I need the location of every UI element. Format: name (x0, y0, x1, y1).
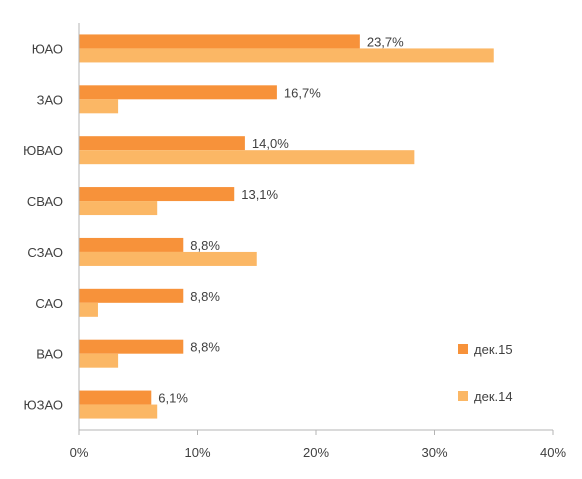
data-label-7: 6,1% (158, 391, 188, 406)
bar-dec15-4 (79, 237, 184, 252)
bar-dec15-6 (79, 339, 184, 354)
x-tick-label-1: 10% (184, 445, 210, 460)
category-label-4: СЗАО (27, 245, 63, 260)
bar-dec15-7 (79, 390, 152, 405)
bar-dec14-1 (79, 99, 119, 114)
bar-dec14-7 (79, 404, 158, 419)
bar-dec14-6 (79, 353, 119, 368)
legend-swatch-dec15 (458, 344, 468, 354)
x-axis-ticks: 0% 10% 20% 30% 40% (70, 430, 566, 460)
bar-dec14-4 (79, 251, 257, 266)
bar-dec15-1 (79, 85, 277, 100)
bar-dec14-0 (79, 48, 494, 63)
category-label-1: ЗАО (37, 92, 63, 107)
bar-dec15-5 (79, 288, 184, 303)
x-tick-label-0: 0% (70, 445, 89, 460)
bar-dec14-3 (79, 201, 158, 216)
category-label-0: ЮАО (32, 41, 63, 56)
data-label-0: 23,7% (367, 34, 404, 49)
legend-label-dec14: дек.14 (474, 389, 513, 404)
data-labels-group: 23,7% 16,7% 14,0% 13,1% 8,8% 8,8% 8,8% 6,1% (158, 34, 404, 405)
bar-dec15-2 (79, 136, 245, 151)
bar-dec14-2 (79, 150, 415, 165)
bars-group (79, 34, 494, 419)
x-tick-label-3: 30% (421, 445, 447, 460)
x-axis (78, 23, 553, 431)
category-labels-group: ЮАО ЗАО ЮВАО СВАО СЗАО САО ВАО ЮЗАО (23, 41, 63, 412)
bar-dec15-3 (79, 187, 235, 202)
category-label-3: СВАО (27, 194, 63, 209)
legend-swatch-dec14 (458, 391, 468, 401)
category-label-6: ВАО (36, 347, 63, 362)
data-label-5: 8,8% (190, 289, 220, 304)
legend: дек.15 дек.14 (458, 342, 513, 404)
category-label-7: ЮЗАО (24, 398, 63, 413)
x-tick-label-4: 40% (540, 445, 566, 460)
bar-dec14-5 (79, 302, 98, 317)
data-label-4: 8,8% (190, 238, 220, 253)
category-label-2: ЮВАО (23, 143, 63, 158)
data-label-6: 8,8% (190, 340, 220, 355)
data-label-1: 16,7% (284, 85, 321, 100)
x-tick-label-2: 20% (303, 445, 329, 460)
legend-label-dec15: дек.15 (474, 342, 513, 357)
data-label-2: 14,0% (252, 136, 289, 151)
data-label-3: 13,1% (241, 187, 278, 202)
category-label-5: САО (35, 296, 63, 311)
bar-dec15-0 (79, 34, 360, 49)
